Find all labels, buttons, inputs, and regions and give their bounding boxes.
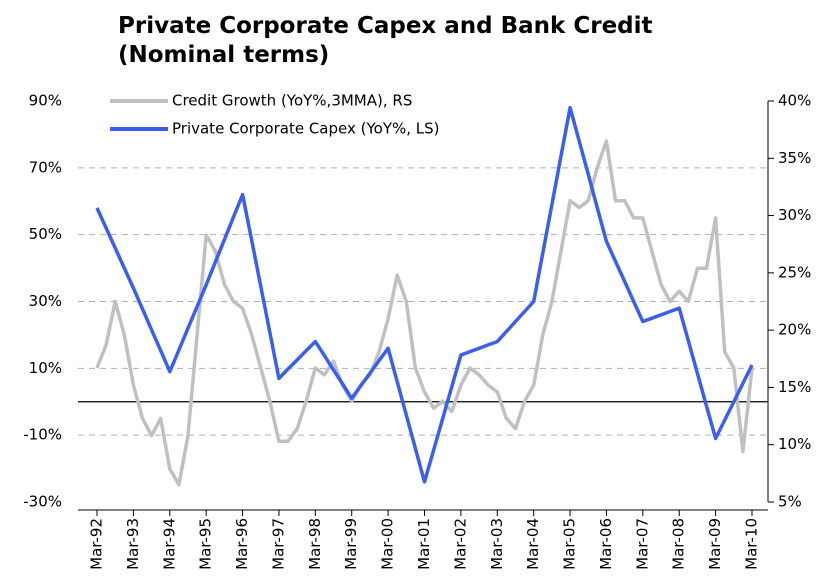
x-tick-label: Mar-00 [379,518,397,570]
x-tick-label: Mar-99 [342,518,360,570]
x-tick-label: Mar-10 [743,518,761,570]
x-tick-label: Mar-93 [124,518,142,570]
legend-label: Private Corporate Capex (YoY%, LS) [172,120,440,138]
y-tick-label: 90% [29,92,62,110]
x-tick-label: Mar-96 [233,518,251,570]
y-tick-label: 10% [29,359,62,377]
y-tick-label: 50% [29,225,62,243]
x-tick-label: Mar-06 [597,518,615,570]
x-tick-label: Mar-04 [524,518,542,570]
chart-title: Private Corporate Capex and Bank Credit … [118,13,653,68]
y2-tick-label: 30% [778,206,811,224]
y2-tick-label: 40% [778,92,811,110]
x-tick-label: Mar-98 [306,518,324,570]
x-tick-label: Mar-08 [670,518,688,570]
x-tick-label: Mar-07 [633,518,651,570]
x-tick-label: Mar-95 [197,518,215,570]
series-line [95,139,754,487]
y-tick-label: 30% [29,292,62,310]
y2-tick-label: 15% [778,378,811,396]
legend-label: Credit Growth (YoY%,3MMA), RS [172,92,412,110]
x-tick-label: Mar-01 [415,518,433,570]
x-tick-label: Mar-92 [88,518,106,570]
y-tick-label: 70% [29,158,62,176]
x-tick-label: Mar-05 [561,518,579,570]
y2-tick-label: 10% [778,435,811,453]
y-tick-label: -10% [23,426,62,444]
x-tick-label: Mar-02 [451,518,469,570]
series-line [95,105,754,484]
y2-tick-label: 25% [778,263,811,281]
x-tick-label: Mar-97 [269,518,287,570]
y2-tick-label: 20% [778,321,811,339]
x-tick-label: Mar-94 [160,518,178,570]
y2-tick-label: 35% [778,149,811,167]
y2-tick-label: 5% [778,493,802,511]
x-tick-label: Mar-09 [706,518,724,570]
y-tick-label: -30% [23,493,62,511]
x-tick-label: Mar-03 [488,518,506,570]
